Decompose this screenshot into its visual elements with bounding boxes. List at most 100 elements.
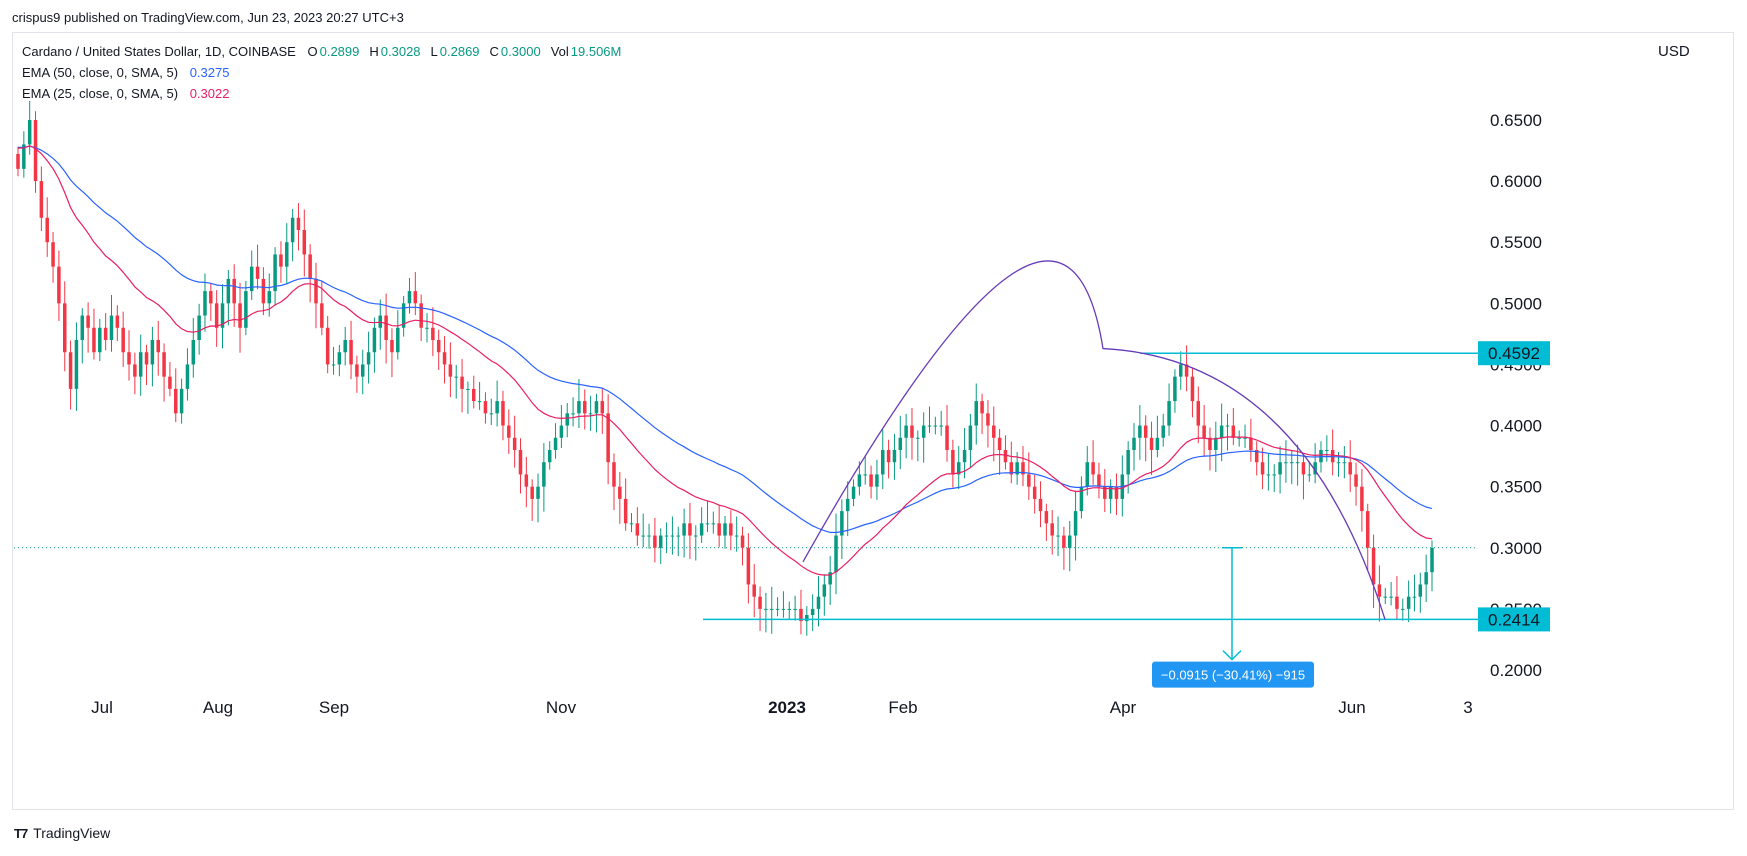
price-level-label: 0.4592 [1488, 344, 1540, 363]
candle-body [1208, 437, 1212, 450]
candle-body [1301, 462, 1306, 475]
legend-symbol-row: Cardano / United States Dollar, 1D, COIN… [22, 44, 625, 59]
symbol-title: Cardano / United States Dollar, 1D, COIN… [22, 44, 296, 59]
price-level-badge [1478, 341, 1550, 366]
candle-body [138, 352, 143, 377]
measure-label: −0.0915 (−30.41%) −915 [1161, 668, 1305, 683]
candle-body [33, 120, 38, 182]
candle-body [255, 266, 260, 279]
candle-body [1313, 462, 1317, 475]
candle-body [127, 352, 131, 365]
candle-body [1190, 376, 1195, 402]
x-tick-label: 2023 [768, 698, 806, 717]
ema50-value: 0.3275 [189, 65, 230, 80]
candle-body [629, 523, 634, 525]
candle-body [1032, 486, 1037, 499]
candle-body [892, 450, 897, 463]
ema50-label: EMA (50, close, 0, SMA, 5) [22, 65, 179, 80]
candle-body [1103, 486, 1107, 499]
candle-body [956, 462, 961, 475]
candle-body [209, 291, 213, 304]
candle-body [664, 535, 669, 537]
candle-body [1272, 474, 1276, 476]
candle-body [729, 523, 733, 536]
candle-body [752, 584, 756, 597]
currency-label: USD [1658, 43, 1690, 60]
candle-body [711, 523, 716, 525]
candle-body [647, 535, 651, 537]
candle-body [1365, 511, 1370, 548]
candle-body [986, 413, 990, 426]
candle-body [1021, 462, 1025, 475]
candle-body [74, 340, 79, 389]
candle-body [249, 266, 254, 292]
footer-brand[interactable]: T7 TradingView [14, 825, 110, 841]
candle-body [1143, 425, 1148, 438]
ema25-line [17, 145, 1433, 576]
candle-body [1196, 401, 1201, 426]
candle-body [997, 437, 1002, 450]
candle-body [734, 535, 739, 537]
candle-body [1254, 450, 1259, 463]
candle-body [542, 462, 546, 487]
candle-body [1401, 608, 1405, 610]
measure-label-box [1152, 661, 1314, 688]
candle-body [1225, 425, 1230, 427]
candle-body [244, 291, 248, 328]
candle-body [220, 303, 225, 328]
candle-body [810, 608, 815, 615]
candle-body [1260, 462, 1265, 475]
candle-body [1184, 364, 1189, 377]
y-tick-label: 0.5500 [1490, 233, 1542, 252]
candle-body [588, 413, 593, 415]
candle-body [769, 608, 774, 610]
chart-frame [12, 32, 1734, 810]
candle-body [355, 364, 359, 377]
candle-body [571, 413, 575, 415]
candle-body [320, 303, 324, 328]
candle-body [16, 153, 20, 169]
candle-body [144, 352, 149, 365]
candle-body [1085, 462, 1090, 487]
candle-body [431, 327, 435, 340]
candle-body [1249, 437, 1253, 450]
candle-body [471, 388, 476, 402]
candle-body [185, 364, 190, 389]
candle-body [349, 340, 353, 365]
candle-body [933, 425, 938, 427]
candle-body [547, 450, 552, 463]
candle-body [302, 230, 307, 255]
candle-body [1161, 425, 1165, 438]
candle-body [781, 608, 786, 610]
ohlc-value-h: 0.3028 [380, 44, 421, 59]
candle-body [1149, 437, 1154, 450]
candle-body [483, 401, 488, 414]
candle-body [273, 254, 277, 292]
ohlc-values: O 0.2899 H 0.3028 L 0.2869 C 0.3000 Vol 19.506M [301, 44, 623, 59]
candle-body [682, 523, 686, 536]
candle-body [466, 388, 470, 390]
candle-body [162, 352, 166, 377]
candle-body [396, 327, 400, 353]
drawings: 0.4592 0.2414 −0.0915 (−30.41%) −915 [703, 260, 1550, 688]
candle-body [723, 523, 727, 536]
candle-body [670, 535, 675, 537]
candle-body [1132, 437, 1136, 450]
candle-body [1231, 425, 1236, 438]
ohlc-value-o: 0.2899 [319, 44, 360, 59]
candle-body [156, 340, 160, 353]
candle-body [448, 364, 453, 377]
y-tick-label: 0.3000 [1490, 539, 1542, 558]
measure-arrow-icon [1222, 650, 1242, 661]
candle-body [1062, 535, 1066, 548]
candle-body [1214, 437, 1218, 450]
candle-body [22, 144, 26, 169]
candle-body [477, 401, 482, 403]
candle-body [191, 340, 196, 365]
candle-body [635, 523, 640, 536]
candle-body [1389, 596, 1393, 598]
candle-body [992, 425, 996, 438]
candle-body [366, 352, 371, 365]
candle-body [951, 450, 955, 475]
